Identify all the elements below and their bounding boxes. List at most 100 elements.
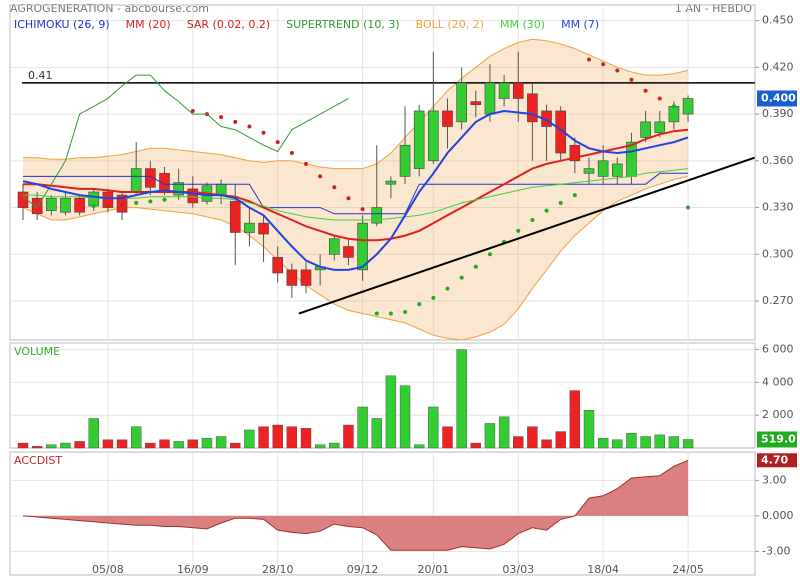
sar-dot — [643, 88, 648, 93]
sar-dot — [473, 264, 478, 269]
volume-bar — [541, 439, 552, 449]
volume-bar — [357, 406, 368, 449]
volume-bar — [527, 426, 538, 449]
volume-bar — [272, 424, 283, 449]
candle-body — [555, 110, 567, 154]
candle-body — [385, 180, 397, 185]
candle-body — [272, 257, 284, 274]
volume-bar — [201, 437, 213, 449]
indicator-line — [22, 74, 349, 209]
volume-bar — [583, 410, 595, 449]
sar-dot — [601, 62, 606, 67]
volume-bar — [187, 439, 199, 449]
volume-bar — [668, 436, 680, 449]
volume-bar — [314, 444, 326, 449]
last-value-box — [757, 431, 797, 448]
last-price-box — [757, 90, 797, 107]
candle-body — [45, 197, 57, 211]
legend-entry: ICHIMOKU (26, 9) — [14, 18, 110, 31]
x-tick-label: 28/10 — [262, 563, 294, 576]
chart-title: AGROGENERATION - abcbourse.com — [10, 2, 209, 15]
sar-dot — [318, 174, 323, 179]
panel-frame — [9, 451, 756, 576]
volume-bar — [626, 433, 637, 449]
volume-bar — [88, 418, 99, 449]
sar-dot — [275, 140, 280, 145]
volume-bar — [555, 431, 566, 449]
y-tick-label: 4 000 — [762, 375, 794, 388]
volume-bar — [498, 416, 510, 449]
candle-body — [130, 168, 142, 193]
volume-bar — [682, 439, 694, 449]
candle-body — [399, 144, 411, 177]
sar-dot — [544, 208, 549, 213]
sar-dot — [105, 204, 110, 208]
candle-body — [187, 188, 199, 204]
volume-bar — [244, 429, 255, 449]
candle-body — [343, 246, 354, 258]
last-value-box — [757, 453, 797, 468]
sar-dot — [671, 104, 676, 109]
period: 1 AN - HEBDO — [675, 2, 752, 15]
volume-bar — [640, 436, 651, 449]
volume-bar — [399, 385, 411, 449]
candle-body — [17, 191, 29, 208]
candle-body — [682, 98, 694, 115]
volume-bar — [215, 436, 227, 449]
sar-dot — [629, 77, 634, 82]
band-fill — [23, 39, 689, 340]
sar-dot — [360, 207, 365, 212]
candle-body — [498, 82, 510, 99]
candle-body — [583, 168, 595, 174]
sar-dot — [615, 68, 620, 73]
y-tick-label: 0.360 — [762, 154, 794, 167]
sar-dot — [587, 57, 591, 62]
sar-dot — [459, 275, 464, 280]
sar-dot — [332, 185, 337, 190]
hline-label: 0.41 — [28, 69, 53, 82]
sar-dot — [417, 302, 422, 307]
volume-bar — [343, 424, 354, 449]
candle-body — [60, 197, 71, 213]
volume-bar — [414, 444, 425, 449]
volume-bar — [329, 442, 340, 449]
volume-bar — [612, 439, 623, 449]
volume-bar — [145, 442, 156, 449]
y-tick-label: 0.390 — [762, 107, 794, 120]
volume-bar — [597, 437, 609, 449]
candle-body — [626, 141, 637, 177]
x-tick-label: 03/03 — [502, 563, 534, 576]
sar-dot — [233, 119, 238, 124]
sar-dot — [346, 196, 351, 201]
volume-bar — [46, 444, 57, 449]
legend-entry: MM (30) — [500, 18, 545, 31]
sar-dot — [558, 200, 563, 205]
volume-bar — [230, 442, 241, 449]
candle-body — [654, 121, 666, 134]
sar-dot — [219, 115, 224, 120]
candle-body — [611, 163, 623, 177]
sar-dot — [403, 309, 408, 314]
candle-body — [173, 182, 184, 196]
volume-bar — [385, 375, 397, 449]
y-tick-label: 0.300 — [762, 247, 794, 260]
candle-body — [357, 222, 368, 271]
volume-bar — [569, 390, 581, 449]
indicator-line — [22, 109, 689, 271]
trendline — [298, 156, 755, 315]
sar-dot — [516, 228, 521, 233]
volume-bar — [286, 426, 298, 449]
volume-bar — [102, 439, 114, 449]
y-tick-label: 0.270 — [762, 294, 794, 307]
candle-body — [442, 110, 453, 127]
candle-body — [527, 93, 538, 123]
sar-dot — [289, 151, 294, 156]
candle-body — [31, 197, 43, 215]
indicator-line — [23, 168, 689, 221]
sar-dot — [572, 193, 577, 198]
last-value-label: 519.0 — [761, 432, 796, 445]
sar-dot — [530, 218, 535, 223]
sar-dot — [304, 161, 308, 166]
sar-dot — [261, 130, 266, 135]
x-tick-label: 18/04 — [587, 563, 619, 576]
